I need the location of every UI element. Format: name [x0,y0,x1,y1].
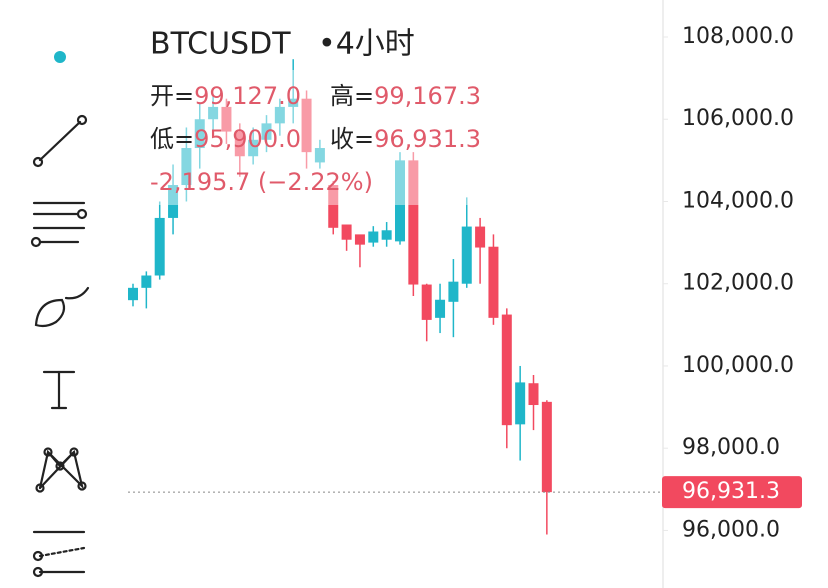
candle-body [395,160,405,242]
candle [221,98,232,144]
candle-body [221,106,232,132]
candle [368,226,379,247]
y-tick-label: 108,000.0 [682,24,794,49]
candle-body [488,246,499,318]
ohlc-label: 低= [150,125,194,153]
candle [541,400,552,535]
candle-body [328,185,339,228]
ohlc-value: 96,931.3 [374,125,481,153]
candle [354,234,365,268]
interval: •4小时 [318,27,415,62]
candle [274,98,285,136]
candle-body [301,98,312,153]
y-tick-label: 98,000.0 [682,435,780,460]
candle [314,139,325,169]
candle-body [248,139,259,157]
candle [395,152,405,245]
candle-body [354,234,365,245]
candle-body [421,284,432,320]
candle [381,222,392,247]
candle-body [515,382,526,425]
candle-body [208,106,219,120]
candle [461,197,472,288]
candle [168,164,179,235]
candle-body [274,106,285,124]
candle-body [181,148,192,186]
toolbar [30,51,90,578]
candle [288,59,299,124]
candle [435,283,446,334]
candle-body [288,98,299,107]
header: BTCUSDT •4小时 -2,195.7 (−2.22%) 开= 99,127.… [140,27,500,205]
ohlc-label: 开= [150,82,194,110]
candle [528,375,539,431]
last-price-label: 96,931.3 [682,479,780,504]
candle-body [501,314,512,426]
candle-body [168,185,179,218]
last-price-badge [662,476,802,509]
candle [154,201,165,280]
y-tick-label: 102,000.0 [682,271,794,296]
tool-fib[interactable] [30,201,88,248]
candle-body [448,281,459,302]
candle-body [261,123,272,140]
tool-brush[interactable] [34,286,90,328]
candle-body [408,160,419,285]
y-tick-label: 100,000.0 [682,353,794,378]
candle-body [475,226,486,248]
candle [488,234,499,325]
tool-text[interactable] [42,370,76,410]
candle-body [341,224,352,240]
symbol: BTCUSDT [150,27,291,62]
candle-body [528,383,539,406]
tool-cursor[interactable] [54,51,66,63]
candle [341,224,352,251]
candle [448,259,459,338]
plot [128,59,663,535]
candle [248,127,259,165]
candle-body [435,299,446,318]
tool-line[interactable] [32,114,88,168]
y-tick-label: 106,000.0 [682,106,794,131]
candle [501,308,512,449]
candle-body [541,401,552,493]
tool-measure[interactable] [32,530,86,578]
candle [234,123,245,177]
candle-body [461,226,472,284]
candle [181,127,192,202]
ohlc-value: 99,127.0 [194,82,301,110]
candle [208,94,219,132]
candle [515,365,526,461]
candle [194,102,205,169]
candle [261,115,272,153]
candle-body [128,287,138,301]
candle [408,152,419,297]
candle [328,180,339,235]
candle [301,90,312,169]
candle [475,217,486,284]
candle [421,283,432,342]
change: -2,195.7 (−2.22%) [150,168,373,196]
candle-body [368,231,379,243]
candle [141,271,152,309]
candle [128,283,138,307]
y-tick-label: 104,000.0 [682,188,794,213]
candle-body [314,148,325,163]
candle-body [234,131,245,157]
candle-body [141,275,152,288]
candle-body [381,230,392,240]
ohlc-label: 收= [330,125,374,153]
ohlc-label: 高= [330,82,374,110]
ohlc-value: 95,900.0 [194,125,301,153]
ohlc-value: 99,167.3 [374,82,481,110]
header-backdrop [140,70,500,205]
tool-pattern[interactable] [35,447,87,493]
y-tick-label: 96,000.0 [682,517,780,542]
candle-body [154,217,165,276]
candle-body [194,119,205,149]
